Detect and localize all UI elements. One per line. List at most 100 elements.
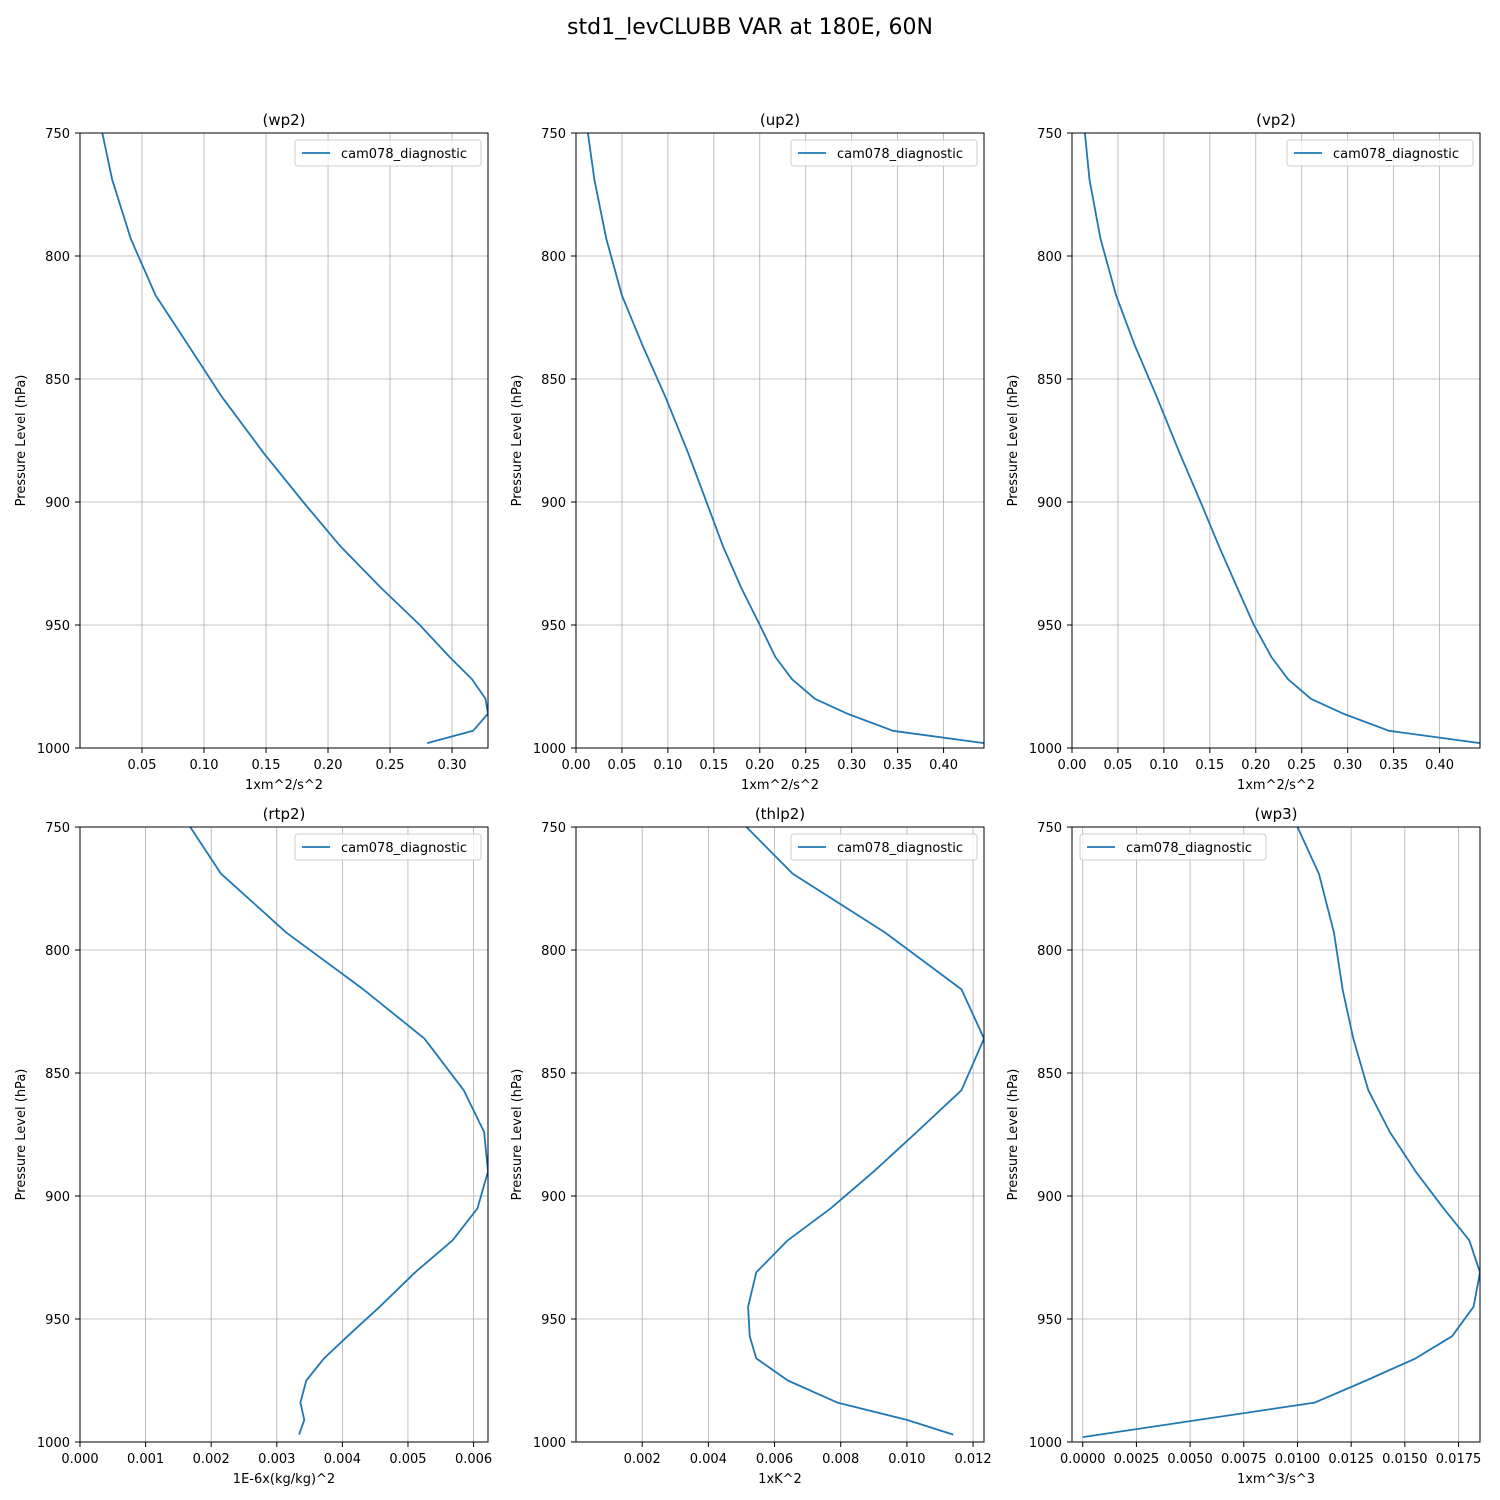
y-axis-label: Pressure Level (hPa): [1006, 1069, 1021, 1201]
subplot-5: 0.002 0.004 0.006 0.008 0.010 0.012 750 800 850 9…: [510, 805, 992, 1487]
x-tick-label: 0.25: [1287, 758, 1316, 773]
subplot-title: (wp3): [1254, 805, 1297, 823]
y-tick-label: 850: [1037, 1067, 1062, 1082]
x-tick-label: 0.0075: [1221, 1452, 1267, 1467]
x-tick-label: 0.10: [653, 758, 682, 773]
legend-box: [1079, 833, 1267, 861]
x-tick-label: 0.25: [376, 758, 405, 773]
y-axis-label: Pressure Level (hPa): [14, 1069, 29, 1201]
axes-frame: [575, 132, 985, 749]
y-tick-label: 1000: [37, 1436, 70, 1451]
y-tick-label: 750: [45, 127, 70, 142]
x-tick-label: 0.20: [314, 758, 343, 773]
y-tick-label: 950: [541, 1313, 566, 1328]
legend-label: cam078_diagnostic: [837, 147, 963, 162]
legend-label: cam078_diagnostic: [341, 841, 467, 856]
figure-title: std1_levCLUBB VAR at 180E, 60N: [567, 15, 933, 40]
series-line: [101, 133, 488, 744]
y-tick-label: 800: [45, 944, 70, 959]
legend-label: cam078_diagnostic: [837, 841, 963, 856]
x-tick-label: 0.20: [1241, 758, 1270, 773]
y-tick-label: 750: [541, 127, 566, 142]
x-tick-label: 0.30: [438, 758, 467, 773]
y-tick-label: 750: [45, 821, 70, 836]
x-tick-label: 0.20: [745, 758, 774, 773]
x-tick-label: 0.15: [252, 758, 281, 773]
y-tick-label: 1000: [1029, 742, 1062, 757]
x-tick-label: 0.000: [61, 1452, 98, 1467]
x-tick-label: 0.30: [837, 758, 866, 773]
legend: cam078_diagnostic: [1079, 833, 1267, 861]
subplot-4: 0.000 0.001 0.002 0.003 0.004 0.005 0.006 750 80…: [14, 805, 492, 1487]
legend-box: [790, 139, 978, 167]
y-tick-label: 950: [45, 619, 70, 634]
legend-box: [1286, 139, 1474, 167]
x-tick-label: 0.006: [455, 1452, 492, 1467]
x-tick-label: 0.002: [193, 1452, 230, 1467]
x-tick-label: 0.15: [1195, 758, 1224, 773]
x-tick-label: 0.40: [1425, 758, 1454, 773]
y-tick-label: 900: [45, 496, 70, 511]
x-tick-label: 0.001: [127, 1452, 164, 1467]
x-tick-label: 0.0125: [1328, 1452, 1374, 1467]
subplot-1: 0.05 0.10 0.15 0.20 0.25 0.30 750 800 850 900 950 1…: [14, 111, 489, 793]
axes-frame: [575, 826, 985, 1443]
x-tick-label: 0.05: [128, 758, 157, 773]
x-tick-label: 0.0000: [1060, 1452, 1106, 1467]
x-tick-label: 0.0025: [1114, 1452, 1160, 1467]
x-tick-label: 0.0150: [1382, 1452, 1428, 1467]
legend-label: cam078_diagnostic: [1126, 841, 1252, 856]
series-line: [189, 827, 488, 1435]
y-tick-label: 800: [541, 944, 566, 959]
x-tick-label: 0.004: [690, 1452, 727, 1467]
x-tick-label: 0.25: [791, 758, 820, 773]
y-tick-label: 800: [1037, 944, 1062, 959]
x-tick-label: 0.004: [324, 1452, 361, 1467]
subplot-6: 0.0000 0.0025 0.0050 0.0075 0.0100 0.0125 0.01…: [1006, 805, 1481, 1487]
y-tick-label: 750: [1037, 821, 1062, 836]
series-line: [1082, 827, 1480, 1438]
y-tick-label: 850: [541, 1067, 566, 1082]
x-tick-label: 0.002: [624, 1452, 661, 1467]
y-tick-label: 850: [1037, 373, 1062, 388]
legend-box: [790, 833, 978, 861]
x-tick-label: 0.30: [1333, 758, 1362, 773]
y-tick-label: 900: [541, 1190, 566, 1205]
y-tick-label: 800: [1037, 250, 1062, 265]
x-tick-label: 0.003: [258, 1452, 295, 1467]
y-tick-label: 1000: [533, 742, 566, 757]
x-tick-label: 0.0175: [1436, 1452, 1482, 1467]
y-tick-label: 850: [45, 373, 70, 388]
y-tick-label: 800: [541, 250, 566, 265]
x-axis-label: 1E-6x(kg/kg)^2: [233, 1472, 335, 1487]
x-tick-label: 0.15: [699, 758, 728, 773]
x-tick-label: 0.012: [954, 1452, 991, 1467]
x-tick-label: 0.05: [1103, 758, 1132, 773]
y-axis-label: Pressure Level (hPa): [1006, 375, 1021, 507]
y-tick-label: 900: [541, 496, 566, 511]
y-axis-label: Pressure Level (hPa): [14, 375, 29, 507]
x-axis-label: 1xK^2: [758, 1472, 802, 1487]
x-tick-label: 0.005: [389, 1452, 426, 1467]
y-tick-label: 950: [1037, 619, 1062, 634]
subplot-title: (rtp2): [263, 805, 306, 823]
axes-frame: [1071, 132, 1481, 749]
x-tick-label: 0.40: [929, 758, 958, 773]
y-tick-label: 950: [1037, 1313, 1062, 1328]
y-axis-label: Pressure Level (hPa): [510, 1069, 525, 1201]
x-tick-label: 0.10: [190, 758, 219, 773]
x-tick-label: 0.35: [883, 758, 912, 773]
axes-frame: [79, 132, 489, 749]
x-tick-label: 0.006: [756, 1452, 793, 1467]
x-tick-label: 0.00: [562, 758, 591, 773]
y-tick-label: 750: [541, 821, 566, 836]
legend: cam078_diagnostic: [790, 139, 978, 167]
y-tick-label: 950: [541, 619, 566, 634]
y-tick-label: 800: [45, 250, 70, 265]
x-axis-label: 1xm^3/s^3: [1237, 1472, 1315, 1487]
subplot-title: (thlp2): [755, 805, 805, 823]
legend-box: [294, 139, 482, 167]
subplot-2: 0.00 0.05 0.10 0.15 0.20 0.25 0.30 0.35 0.40 750 8…: [510, 111, 985, 793]
x-axis-label: 1xm^2/s^2: [1237, 778, 1315, 793]
